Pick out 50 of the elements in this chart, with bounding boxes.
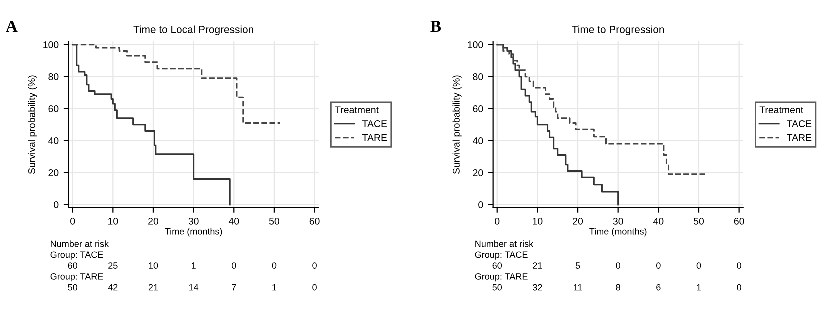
x-tick-label: 60 <box>310 218 320 225</box>
y-tick-label: 100 <box>468 42 484 48</box>
chart-title: Time to Progression <box>572 26 664 36</box>
x-tick-label: 0 <box>70 218 76 225</box>
y-tick-label: 0 <box>478 202 484 208</box>
text: Group: TACE <box>475 252 528 260</box>
y-axis-title: Survival probability (%) <box>452 76 462 174</box>
x-tick-label: 50 <box>694 218 704 225</box>
legend-label: TACE <box>362 120 388 128</box>
text: Group: TARE <box>50 273 104 282</box>
text: Group: TACE <box>50 252 104 260</box>
y-tick-label: 20 <box>48 170 59 176</box>
legend-label: TARE <box>362 134 388 142</box>
x-tick-label: 0 <box>495 218 500 225</box>
y-tick-label: 100 <box>44 42 59 48</box>
x-tick-label: 10 <box>533 218 543 225</box>
y-tick-label: 0 <box>54 202 59 208</box>
x-axis-title: Time (months) <box>165 228 222 237</box>
x-tick-label: 40 <box>653 218 664 225</box>
y-tick-label: 60 <box>48 106 59 112</box>
chart-title: Time to Local Progression <box>134 26 254 36</box>
x-tick-label: 20 <box>148 218 159 225</box>
x-tick-label: 20 <box>573 218 584 225</box>
legend-label: TARE <box>787 134 812 142</box>
text: 60 25 10 1 0 0 0 <box>68 262 317 269</box>
text: 50 42 21 14 7 1 0 <box>68 284 317 291</box>
text: 60 21 5 0 0 0 0 <box>492 262 742 269</box>
x-tick-label: 40 <box>228 218 240 225</box>
text: Group: TARE <box>475 273 528 282</box>
x-tick-label: 30 <box>188 218 199 225</box>
text: A <box>6 20 18 32</box>
legend-title: Treatment <box>335 106 379 114</box>
y-tick-label: 20 <box>473 170 484 176</box>
y-axis-title: Survival probability (%) <box>28 76 38 174</box>
y-tick-label: 40 <box>48 138 59 144</box>
x-tick-label: 60 <box>734 218 744 225</box>
text: 50 32 11 8 6 1 0 <box>492 284 742 291</box>
x-axis-title: Time (months) <box>590 228 647 237</box>
legend-title: Treatment <box>760 106 804 114</box>
text: Number at risk <box>51 240 110 248</box>
y-tick-label: 60 <box>473 106 484 112</box>
y-tick-label: 80 <box>473 74 484 80</box>
text: B <box>430 21 442 32</box>
x-tick-label: 30 <box>613 218 624 225</box>
x-tick-label: 10 <box>108 218 118 225</box>
y-tick-label: 40 <box>473 138 484 144</box>
y-tick-label: 80 <box>48 74 59 80</box>
legend-label: TACE <box>787 120 812 128</box>
x-tick-label: 50 <box>269 218 280 225</box>
text: Number at risk <box>476 240 534 248</box>
